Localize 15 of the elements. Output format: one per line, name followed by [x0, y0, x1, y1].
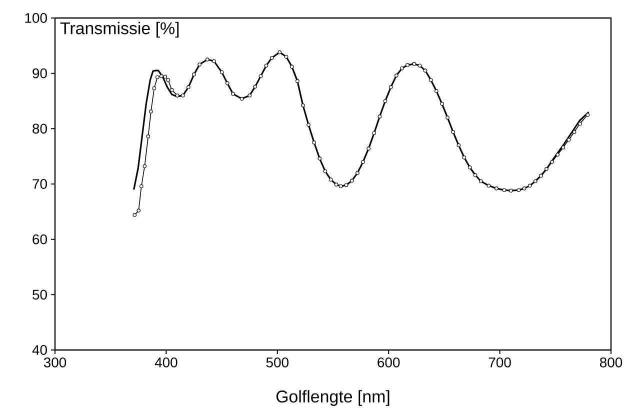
x-tick-label: 300 [44, 357, 66, 368]
x-axis-title: Golflengte [nm] [276, 390, 390, 406]
y-tick-label: 80 [32, 124, 47, 134]
y-tick-label: 70 [32, 179, 47, 189]
y-tick-label: 100 [25, 13, 47, 23]
x-tick-label: 400 [154, 357, 178, 368]
y-tick-label: 60 [32, 234, 47, 244]
x-tick-label: 600 [378, 357, 400, 368]
x-tick-label: 500 [266, 357, 288, 368]
x-tick-label: 700 [488, 357, 511, 368]
y-tick-label: 40 [32, 345, 47, 355]
y-tick-label: 50 [32, 290, 47, 300]
y-tick-label: 90 [32, 68, 47, 78]
y-axis-title: Transmissie [%] [60, 22, 179, 38]
x-tick-label: 800 [600, 357, 622, 368]
